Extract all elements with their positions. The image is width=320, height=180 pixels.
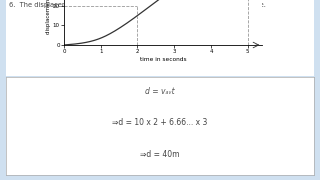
Text: 6.  The displacement—time graph below shows the start of a sprinter's race.: 6. The displacement—time graph below sho… — [10, 2, 266, 8]
Text: ⇒d = 10 x 2 + 6.66... x 3: ⇒d = 10 x 2 + 6.66... x 3 — [112, 118, 208, 127]
Y-axis label: displacement in metres: displacement in metres — [46, 0, 52, 34]
Text: ⇒d = 40m: ⇒d = 40m — [140, 150, 180, 159]
Text: d = vₐᵥt: d = vₐᵥt — [145, 87, 175, 96]
X-axis label: time in seconds: time in seconds — [140, 57, 187, 62]
